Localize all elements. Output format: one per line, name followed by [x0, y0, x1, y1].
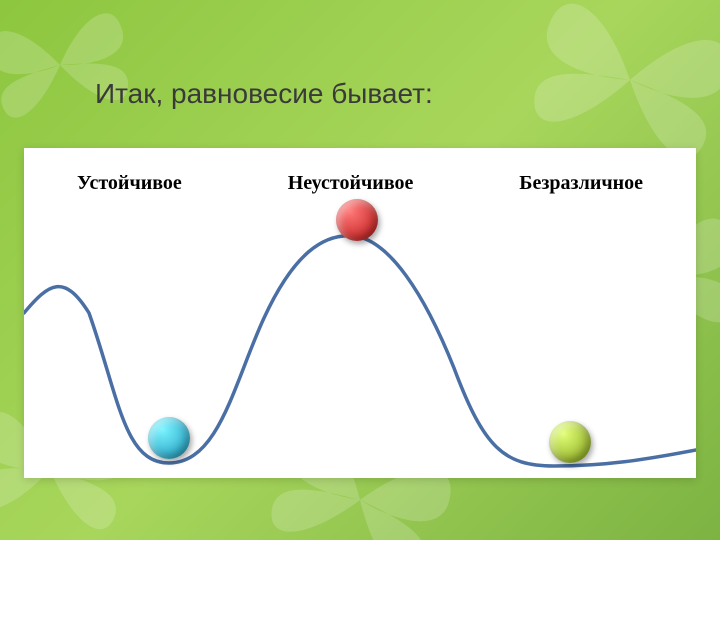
- diagram-labels-row: Устойчивое Неустойчивое Безразличное: [24, 172, 696, 195]
- equilibrium-diagram: Устойчивое Неустойчивое Безразличное: [24, 148, 696, 478]
- curve-path: [24, 236, 696, 466]
- slide-title: Итак, равновесие бывает:: [95, 78, 433, 110]
- slide-background: Итак, равновесие бывает: Устойчивое Неус…: [0, 0, 720, 540]
- ball-unstable: [336, 199, 378, 241]
- label-neutral: Безразличное: [519, 172, 643, 195]
- label-unstable: Неустойчивое: [288, 172, 414, 195]
- label-stable: Устойчивое: [77, 172, 182, 195]
- ball-neutral: [549, 421, 591, 463]
- ball-stable: [148, 417, 190, 459]
